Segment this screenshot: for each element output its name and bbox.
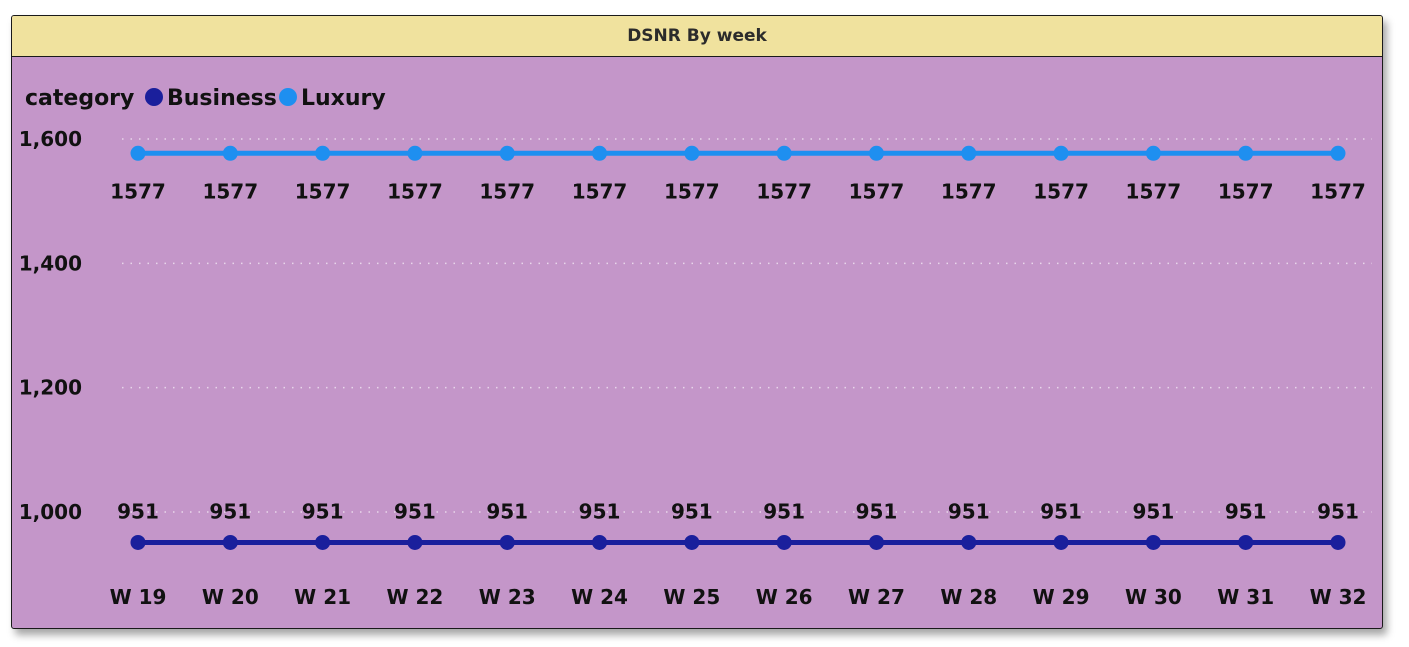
- legend-marker-business: [145, 88, 163, 106]
- data-label-luxury: 1577: [110, 179, 166, 203]
- data-label-luxury: 1577: [202, 179, 258, 203]
- data-point-luxury: [776, 145, 792, 161]
- x-tick-label: W 24: [571, 585, 628, 609]
- data-point-business: [961, 534, 977, 550]
- data-point-business: [868, 534, 884, 550]
- x-tick-label: W 28: [940, 585, 997, 609]
- data-point-luxury: [499, 145, 515, 161]
- data-label-business: 951: [671, 499, 713, 523]
- data-point-luxury: [1145, 145, 1161, 161]
- data-point-luxury: [592, 145, 608, 161]
- legend-marker-luxury: [279, 88, 297, 106]
- data-label-luxury: 1577: [756, 179, 812, 203]
- data-label-business: 951: [763, 499, 805, 523]
- data-label-business: 951: [856, 499, 898, 523]
- data-point-luxury: [961, 145, 977, 161]
- data-label-business: 951: [948, 499, 990, 523]
- data-label-luxury: 1577: [387, 179, 443, 203]
- data-label-business: 951: [117, 499, 159, 523]
- data-point-business: [1238, 534, 1254, 550]
- data-label-business: 951: [209, 499, 251, 523]
- data-label-luxury: 1577: [1310, 179, 1366, 203]
- data-point-luxury: [684, 145, 700, 161]
- data-point-luxury: [130, 145, 146, 161]
- y-tick-label: 1,400: [19, 251, 82, 275]
- legend-title: category: [25, 86, 134, 111]
- x-tick-label: W 32: [1310, 585, 1367, 609]
- chart-title: DSNR By week: [627, 26, 767, 46]
- x-tick-label: W 20: [202, 585, 259, 609]
- data-point-luxury: [315, 145, 331, 161]
- chart-card: DSNR By week category Business Luxury 1,000…: [11, 15, 1383, 629]
- x-tick-label: W 27: [848, 585, 905, 609]
- data-point-business: [1330, 534, 1346, 550]
- data-label-luxury: 1577: [849, 179, 905, 203]
- data-point-business: [130, 534, 146, 550]
- data-label-business: 951: [1040, 499, 1082, 523]
- data-point-luxury: [1238, 145, 1254, 161]
- data-point-business: [407, 534, 423, 550]
- data-label-business: 951: [486, 499, 528, 523]
- data-point-luxury: [868, 145, 884, 161]
- y-tick-label: 1,000: [19, 500, 82, 524]
- data-label-luxury: 1577: [664, 179, 720, 203]
- x-tick-label: W 21: [294, 585, 351, 609]
- line-chart: category Business Luxury 1,000 1,200 1,400 1,6…: [19, 86, 1372, 609]
- data-point-business: [315, 534, 331, 550]
- data-label-luxury: 1577: [941, 179, 997, 203]
- data-label-luxury: 1577: [1033, 179, 1089, 203]
- data-label-luxury: 1577: [1126, 179, 1182, 203]
- data-point-business: [776, 534, 792, 550]
- y-tick-label: 1,200: [19, 376, 82, 400]
- x-tick-label: W 30: [1125, 585, 1182, 609]
- chart-title-bar: DSNR By week: [12, 16, 1382, 57]
- data-point-business: [1145, 534, 1161, 550]
- legend-label-business: Business: [167, 86, 277, 111]
- x-tick-label: W 29: [1033, 585, 1090, 609]
- data-point-luxury: [1053, 145, 1069, 161]
- x-tick-label: W 22: [386, 585, 443, 609]
- data-point-luxury: [222, 145, 238, 161]
- data-label-business: 951: [1133, 499, 1175, 523]
- data-label-luxury: 1577: [479, 179, 535, 203]
- data-label-business: 951: [394, 499, 436, 523]
- x-tick-label: W 26: [756, 585, 813, 609]
- x-tick-label: W 19: [110, 585, 167, 609]
- data-label-business: 951: [1225, 499, 1267, 523]
- data-label-business: 951: [579, 499, 621, 523]
- legend-label-luxury: Luxury: [301, 86, 386, 111]
- data-label-business: 951: [1317, 499, 1359, 523]
- x-tick-label: W 25: [663, 585, 720, 609]
- data-point-business: [499, 534, 515, 550]
- x-tick-label: W 23: [479, 585, 536, 609]
- x-tick-label: W 31: [1217, 585, 1274, 609]
- data-label-business: 951: [302, 499, 344, 523]
- data-point-luxury: [1330, 145, 1346, 161]
- data-point-luxury: [407, 145, 423, 161]
- data-point-business: [1053, 534, 1069, 550]
- data-label-luxury: 1577: [572, 179, 628, 203]
- y-tick-label: 1,600: [19, 127, 82, 151]
- data-point-business: [684, 534, 700, 550]
- data-point-business: [222, 534, 238, 550]
- data-label-luxury: 1577: [295, 179, 351, 203]
- data-label-luxury: 1577: [1218, 179, 1274, 203]
- data-point-business: [592, 534, 608, 550]
